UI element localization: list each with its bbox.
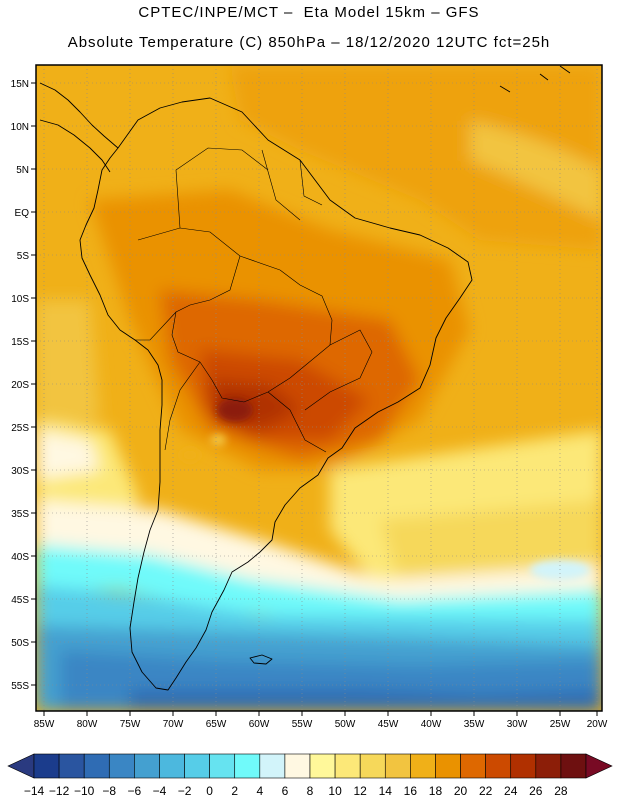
colorbar-label: 26: [529, 784, 543, 798]
colorbar-under-arrow: [7, 753, 35, 779]
lon-label: 20W: [587, 719, 608, 730]
colorbar-cell: [535, 753, 562, 779]
colorbar-label: 22: [479, 784, 493, 798]
lon-label: 30W: [507, 719, 528, 730]
central-america-coastline: [39, 82, 119, 149]
lat-label: 55S: [11, 681, 29, 692]
lon-label: 80W: [77, 719, 98, 730]
colorbar-cell: [83, 753, 110, 779]
colorbar-label: 8: [307, 784, 314, 798]
longitude-labels: 85W 80W 75W 70W 65W 60W 55W 50W 45W 40W …: [34, 719, 608, 730]
coastlines: [39, 65, 571, 691]
colorbar-label: −14: [24, 784, 45, 798]
colorbar-label: 24: [504, 784, 518, 798]
lat-label: 15N: [11, 79, 29, 90]
colorbar-label: −6: [128, 784, 142, 798]
lat-label: 30S: [11, 466, 29, 477]
colorbar-label: −4: [153, 784, 167, 798]
colorbar-label: −2: [178, 784, 192, 798]
falkland-islands: [249, 654, 273, 665]
colorbar-cell: [435, 753, 461, 779]
colorbar-label: 18: [429, 784, 443, 798]
lat-label: 50S: [11, 638, 29, 649]
colorbar-label: 2: [231, 784, 238, 798]
colorbar-cell: [33, 753, 60, 779]
map-frame: [35, 64, 603, 712]
colorbar: −14 −12 −10 −8 −6 −4 −2 0 2 4 6 8 10 12 14 16 18 20 22 24 26…: [7, 753, 613, 798]
colorbar-cell: [209, 753, 236, 779]
colorbar-cell: [309, 753, 336, 779]
lon-label: 40W: [421, 719, 442, 730]
colorbar-label: 28: [554, 784, 568, 798]
colorbar-label: 20: [454, 784, 468, 798]
colorbar-label: 14: [379, 784, 393, 798]
lat-label: 10S: [11, 294, 29, 305]
colorbar-cell: [510, 753, 537, 779]
lon-label: 25W: [550, 719, 571, 730]
colorbar-cell: [284, 753, 311, 779]
colorbar-cell: [359, 753, 386, 779]
map-title-line2: Absolute Temperature (C) 850hPa – 18/12/…: [67, 34, 551, 51]
lon-label: 50W: [335, 719, 356, 730]
colorbar-label: 4: [256, 784, 263, 798]
lat-label: 5N: [16, 165, 29, 176]
lat-label: 40S: [11, 552, 29, 563]
lat-label: 25S: [11, 423, 29, 434]
colorbar-label: −10: [74, 784, 95, 798]
lat-label: 45S: [11, 595, 29, 606]
lon-label: 85W: [34, 719, 55, 730]
map-title-line1: CPTEC/INPE/MCT – Eta Model 15km – GFS: [138, 4, 480, 21]
colorbar-cell: [384, 753, 411, 779]
colorbar-label: −8: [102, 784, 116, 798]
colorbar-over-arrow: [585, 753, 613, 779]
colorbar-cell: [108, 753, 135, 779]
colorbar-cell: [259, 753, 286, 779]
lon-label: 75W: [120, 719, 141, 730]
colorbar-label: 0: [206, 784, 213, 798]
colorbar-label: −12: [49, 784, 70, 798]
lon-label: 60W: [249, 719, 270, 730]
lat-label: 20S: [11, 380, 29, 391]
lon-label: 35W: [464, 719, 485, 730]
colorbar-label: 12: [354, 784, 368, 798]
colorbar-cell: [334, 753, 361, 779]
lat-label: 5S: [17, 251, 30, 262]
colorbar-label: 6: [282, 784, 289, 798]
lon-label: 45W: [378, 719, 399, 730]
lat-label: 35S: [11, 509, 29, 520]
colorbar-label: 10: [328, 784, 342, 798]
caribbean-coastline: [39, 119, 111, 173]
country-borders: [135, 147, 373, 453]
colorbar-cell: [485, 753, 512, 779]
colorbar-cell: [134, 753, 160, 779]
caribbean-islands: [499, 65, 571, 93]
lat-label: 15S: [11, 337, 29, 348]
colorbar-cell: [58, 753, 85, 779]
south-america-coastline: [79, 97, 473, 691]
colorbar-cell: [410, 753, 436, 779]
colorbar-cell: [184, 753, 210, 779]
colorbar-label: 16: [404, 784, 418, 798]
latitude-labels: 15N 10N 5N EQ 5S 10S 15S 20S 25S 30S 35S…: [11, 79, 30, 692]
lon-label: 70W: [163, 719, 184, 730]
colorbar-cell: [234, 753, 261, 779]
lon-label: 55W: [292, 719, 313, 730]
colorbar-cell: [460, 753, 486, 779]
colorbar-cell: [560, 753, 587, 779]
axis-ticks: [31, 82, 598, 716]
lat-label: EQ: [15, 208, 30, 219]
temperature-field: [36, 65, 602, 711]
lon-label: 65W: [206, 719, 227, 730]
colorbar-cell: [159, 753, 185, 779]
lat-label: 10N: [11, 122, 29, 133]
